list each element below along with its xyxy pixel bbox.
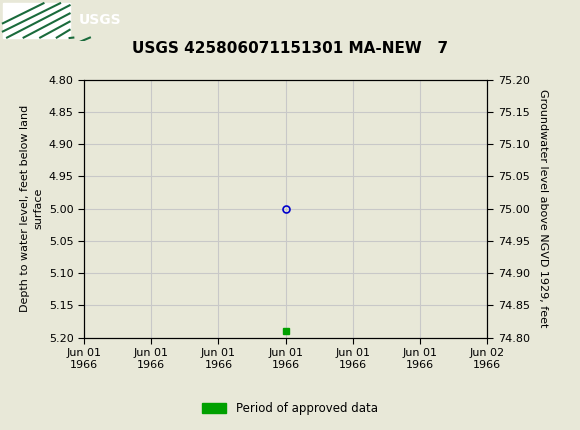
Text: ▒USGS: ▒USGS xyxy=(22,13,59,28)
Y-axis label: Depth to water level, feet below land
surface: Depth to water level, feet below land su… xyxy=(20,105,44,312)
Y-axis label: Groundwater level above NGVD 1929, feet: Groundwater level above NGVD 1929, feet xyxy=(538,89,548,328)
Legend: Period of approved data: Period of approved data xyxy=(198,397,382,420)
Bar xyxy=(3,3,70,37)
Text: USGS: USGS xyxy=(78,13,121,28)
Text: USGS 425806071151301 MA-NEW   7: USGS 425806071151301 MA-NEW 7 xyxy=(132,41,448,56)
